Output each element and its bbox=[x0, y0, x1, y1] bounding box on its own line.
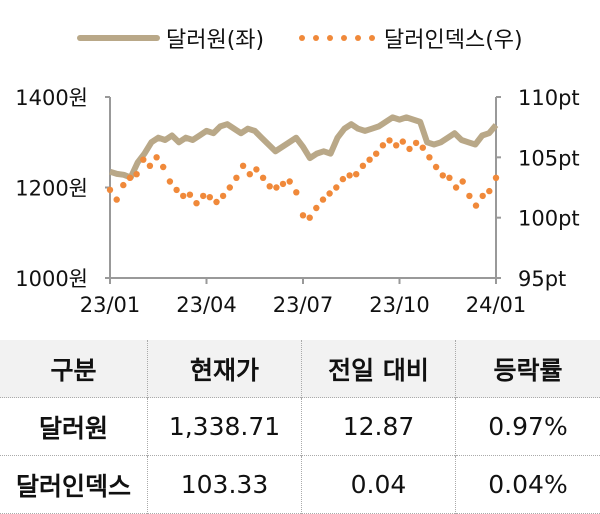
dxy-point bbox=[233, 175, 239, 181]
dxy-point bbox=[400, 138, 406, 144]
row-price: 1,338.71 bbox=[148, 398, 302, 456]
x-tick-label: 23/04 bbox=[176, 293, 237, 317]
row-label: 달러원 bbox=[0, 398, 148, 456]
dxy-point bbox=[267, 183, 273, 189]
dxy-point bbox=[446, 175, 452, 181]
header-price: 현재가 bbox=[148, 340, 302, 398]
dxy-point bbox=[220, 193, 226, 199]
legend-dxy-dot-swatch bbox=[299, 35, 375, 41]
y-right-tick-label: 95pt bbox=[518, 267, 566, 291]
axes bbox=[110, 97, 496, 278]
dxy-point bbox=[466, 193, 472, 199]
dxy-point bbox=[114, 196, 120, 202]
dxy-point bbox=[346, 172, 352, 178]
dxy-point bbox=[420, 145, 426, 151]
dxy-point bbox=[307, 215, 313, 221]
dxy-point bbox=[326, 190, 332, 196]
y-right-tick-label: 100pt bbox=[518, 207, 580, 231]
dxy-point bbox=[127, 175, 133, 181]
header-rate: 등락률 bbox=[456, 340, 600, 398]
dxy-point bbox=[333, 184, 339, 190]
row-rate: 0.97% bbox=[456, 398, 600, 456]
dxy-point bbox=[153, 154, 159, 160]
dxy-point bbox=[133, 171, 139, 177]
exchange-rate-chart: 달러원(좌) 달러인덱스(우) 23/01 23/04 23/07 23/10 24/0… bbox=[0, 0, 600, 330]
dxy-point bbox=[120, 182, 126, 188]
dxy-point bbox=[386, 137, 392, 143]
legend-dot bbox=[327, 35, 333, 41]
dxy-point bbox=[147, 163, 153, 169]
dxy-point bbox=[240, 163, 246, 169]
y-right-tick-label: 105pt bbox=[518, 146, 580, 170]
quote-table: 구분 현재가 전일 대비 등락률 달러원 1,338.71 12.87 0.97… bbox=[0, 340, 600, 514]
dxy-point bbox=[480, 193, 486, 199]
dxy-point bbox=[340, 176, 346, 182]
dxy-point bbox=[380, 142, 386, 148]
legend-dot bbox=[299, 35, 305, 41]
x-tick-label: 24/01 bbox=[466, 293, 527, 317]
dxy-point bbox=[287, 178, 293, 184]
dxy-point bbox=[320, 196, 326, 202]
y-left-tick-label: 1000원 bbox=[15, 267, 88, 291]
dxy-point bbox=[373, 151, 379, 157]
row-rate: 0.04% bbox=[456, 456, 600, 514]
y-right-tick-label: 110pt bbox=[518, 86, 580, 110]
dxy-point bbox=[273, 184, 279, 190]
header-category: 구분 bbox=[0, 340, 148, 398]
x-tick-label: 23/07 bbox=[273, 293, 334, 317]
dxy-point bbox=[433, 164, 439, 170]
table-row: 달러인덱스 103.33 0.04 0.04% bbox=[0, 456, 600, 514]
dxy-point bbox=[227, 184, 233, 190]
dxy-point bbox=[167, 178, 173, 184]
table-row: 달러원 1,338.71 12.87 0.97% bbox=[0, 398, 600, 456]
dxy-point bbox=[440, 172, 446, 178]
row-label: 달러인덱스 bbox=[0, 456, 148, 514]
dxy-point bbox=[280, 181, 286, 187]
legend-krw-label: 달러원(좌) bbox=[166, 28, 264, 53]
legend-dot bbox=[313, 35, 319, 41]
legend-dot bbox=[369, 35, 375, 41]
dxy-point bbox=[366, 157, 372, 163]
dxy-point bbox=[473, 202, 479, 208]
dxy-point bbox=[353, 171, 359, 177]
table-header-row: 구분 현재가 전일 대비 등락률 bbox=[0, 340, 600, 398]
dxy-point bbox=[207, 194, 213, 200]
dxy-point bbox=[406, 146, 412, 152]
dxy-point bbox=[253, 166, 259, 172]
row-change: 0.04 bbox=[302, 456, 456, 514]
dxy-point bbox=[260, 175, 266, 181]
dxy-point bbox=[107, 187, 113, 193]
dxy-point bbox=[453, 184, 459, 190]
legend: 달러원(좌) 달러인덱스(우) bbox=[80, 28, 523, 53]
row-price: 103.33 bbox=[148, 456, 302, 514]
dxy-point bbox=[193, 200, 199, 206]
header-change: 전일 대비 bbox=[302, 340, 456, 398]
dxy-point bbox=[313, 205, 319, 211]
dxy-point bbox=[200, 193, 206, 199]
dxy-point bbox=[293, 189, 299, 195]
dxy-point bbox=[460, 178, 466, 184]
dxy-point bbox=[413, 140, 419, 146]
legend-dot bbox=[355, 35, 361, 41]
dxy-point bbox=[160, 164, 166, 170]
y-left-tick-label: 1400원 bbox=[15, 86, 88, 110]
dxy-point bbox=[180, 193, 186, 199]
legend-dot bbox=[341, 35, 347, 41]
dxy-point bbox=[140, 157, 146, 163]
y-left-tick-label: 1200원 bbox=[15, 177, 88, 201]
dxy-point bbox=[300, 212, 306, 218]
dxy-point bbox=[393, 142, 399, 148]
dxy-point bbox=[247, 171, 253, 177]
dxy-point bbox=[213, 199, 219, 205]
legend-dxy-label: 달러인덱스(우) bbox=[384, 28, 523, 53]
dxy-point bbox=[426, 154, 432, 160]
dxy-point bbox=[486, 188, 492, 194]
x-tick-label: 23/01 bbox=[80, 293, 141, 317]
dxy-point bbox=[187, 192, 193, 198]
dxy-point bbox=[173, 187, 179, 193]
dxy-point bbox=[360, 163, 366, 169]
row-change: 12.87 bbox=[302, 398, 456, 456]
dxy-point bbox=[493, 175, 499, 181]
x-tick-label: 23/10 bbox=[369, 293, 430, 317]
